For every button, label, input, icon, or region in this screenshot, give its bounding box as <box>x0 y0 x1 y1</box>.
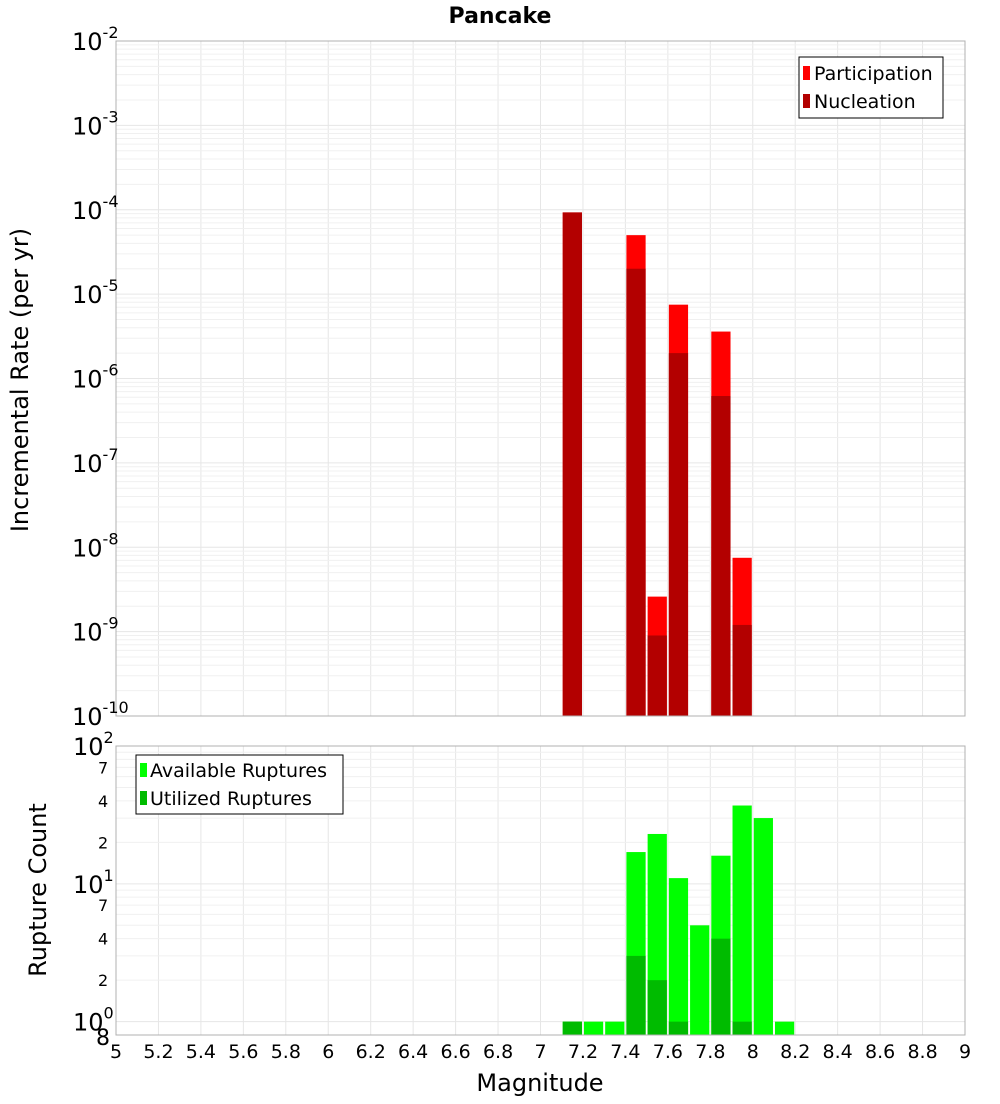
bottom-bar-utilized-ruptures <box>562 1021 582 1035</box>
bottom-bar-available-ruptures <box>583 1021 604 1035</box>
legend-swatch-nucleation <box>803 94 810 108</box>
x-tick-label: 8.6 <box>865 1041 895 1063</box>
x-tick-label: 5.2 <box>143 1041 173 1063</box>
top-bar-nucleation <box>626 268 646 716</box>
legend-label-nucleation: Nucleation <box>814 91 916 113</box>
top-plot-frame <box>115 40 966 717</box>
bottom-bar-available-ruptures <box>690 925 710 1035</box>
top-bar-nucleation <box>732 624 752 716</box>
legend-swatch-utilized-ruptures <box>140 791 147 805</box>
bottom-y-tick-label: 2 <box>98 971 108 990</box>
x-tick-label: 6.4 <box>398 1041 428 1063</box>
bottom-y-tick-label: 4 <box>98 930 108 949</box>
x-tick-label: 7 <box>534 1041 546 1063</box>
top-y-tick-label: 10-6 <box>72 361 119 394</box>
legend-label-available-ruptures: Available Ruptures <box>150 760 327 782</box>
bottom-legend: Available Ruptures Utilized Ruptures <box>135 754 344 815</box>
x-axis-label: Magnitude <box>476 1069 603 1097</box>
x-tick-label: 5.8 <box>271 1041 301 1063</box>
top-y-tick-label: 10-2 <box>72 23 119 56</box>
bottom-plot-bars <box>562 805 795 1035</box>
top-y-tick-label: 10-7 <box>72 445 119 478</box>
bottom-bar-available-ruptures <box>753 818 773 1035</box>
top-legend-box <box>798 56 944 119</box>
x-tick-label: 6 <box>322 1041 334 1063</box>
x-tick-label: 7.4 <box>610 1041 640 1063</box>
x-tick-label: 8.4 <box>823 1041 853 1063</box>
x-tick-label: 5 <box>110 1041 122 1063</box>
bottom-y-tick-label: 8 <box>96 1026 110 1051</box>
top-bar-nucleation <box>711 396 731 716</box>
bottom-bar-utilized-ruptures <box>626 955 646 1035</box>
x-tick-label: 5.4 <box>186 1041 216 1063</box>
top-legend: Participation Nucleation <box>798 56 944 119</box>
bottom-bar-available-ruptures <box>605 1021 625 1035</box>
bottom-y-tick-label: 7 <box>98 758 108 777</box>
x-tick-label: 7.6 <box>653 1041 683 1063</box>
bottom-y-tick-label: 101 <box>73 866 114 899</box>
bottom-bar-utilized-ruptures <box>668 1021 689 1035</box>
x-tick-label: 6.6 <box>440 1041 470 1063</box>
bottom-x-ticks: 5 5.2 5.4 5.6 5.8 6 6.2 6.4 6.6 6.8 7 7.2 7.4 7.6 7.8 8… <box>110 1041 971 1063</box>
bottom-y-tick-label: 4 <box>98 792 108 811</box>
top-y-ticks: 10-10 10-9 10-8 10-7 10-6 10-5 10-4 10-3 10-2 <box>72 23 129 731</box>
top-y-tick-label: 10-3 <box>72 107 119 140</box>
x-tick-label: 8.2 <box>780 1041 810 1063</box>
x-tick-label: 5.6 <box>228 1041 258 1063</box>
bottom-bar-utilized-ruptures <box>647 980 667 1035</box>
top-bar-nucleation <box>647 635 667 716</box>
bottom-y-tick-label: 7 <box>98 896 108 915</box>
top-y-axis-label: Incremental Rate (per yr) <box>6 228 34 532</box>
bottom-plot-frame <box>115 745 966 1036</box>
legend-swatch-participation <box>803 66 810 80</box>
x-tick-label: 8 <box>747 1041 759 1063</box>
x-tick-label: 7.2 <box>568 1041 598 1063</box>
top-bar-nucleation <box>668 353 689 716</box>
top-y-tick-label: 10-8 <box>72 529 119 562</box>
legend-swatch-available-ruptures <box>140 763 147 777</box>
bottom-legend-box <box>135 754 344 815</box>
bottom-y-axis-label: Rupture Count <box>24 803 52 977</box>
bottom-y-tick-label: 100 <box>73 1004 114 1037</box>
top-y-tick-label: 10-4 <box>72 192 119 225</box>
bottom-bar-utilized-ruptures <box>732 1021 752 1035</box>
bottom-bar-available-ruptures <box>668 878 689 1035</box>
bottom-y-tick-label: 2 <box>98 833 108 852</box>
legend-label-participation: Participation <box>814 63 933 85</box>
top-plot-bars <box>562 212 752 717</box>
x-tick-label: 8.8 <box>907 1041 937 1063</box>
legend-label-utilized-ruptures: Utilized Ruptures <box>150 788 312 810</box>
x-tick-label: 7.8 <box>695 1041 725 1063</box>
chart-title: Pancake <box>449 4 552 29</box>
bottom-bar-available-ruptures <box>774 1021 795 1035</box>
top-bar-nucleation <box>562 212 582 717</box>
bottom-bar-utilized-ruptures <box>711 938 731 1035</box>
top-y-tick-label: 10-5 <box>72 276 119 309</box>
x-tick-label: 9 <box>959 1041 971 1063</box>
top-y-tick-label: 10-10 <box>72 698 129 731</box>
x-tick-label: 6.2 <box>356 1041 386 1063</box>
top-plot-grid <box>115 41 966 717</box>
bottom-y-tick-label: 102 <box>73 728 114 761</box>
top-y-tick-label: 10-9 <box>72 614 119 647</box>
x-tick-label: 6.8 <box>483 1041 513 1063</box>
bottom-bar-available-ruptures <box>732 805 752 1035</box>
